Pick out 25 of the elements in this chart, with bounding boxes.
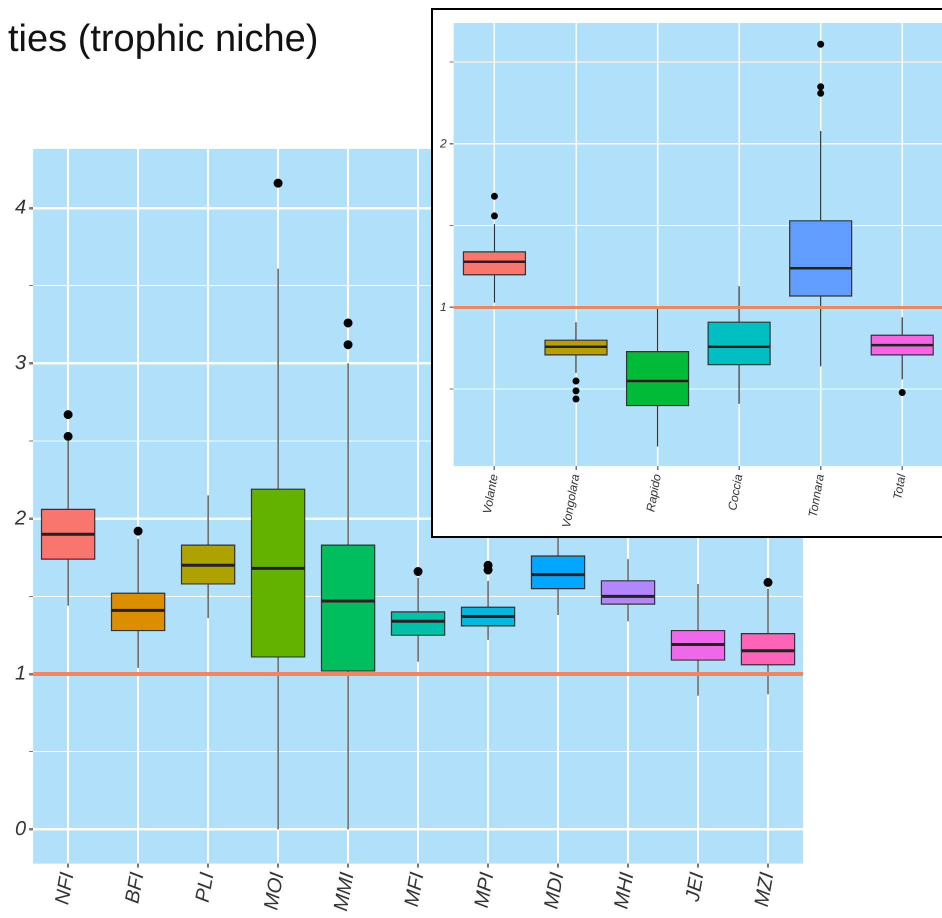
x-tick-label: MOI [260, 870, 289, 912]
x-tick-label: BFI [121, 870, 149, 906]
x-tick-label: Vongolara [559, 472, 582, 529]
x-tick-label: PLI [192, 870, 219, 904]
chart-title: ties (trophic niche) [8, 18, 318, 61]
y-tick-label: 1 [440, 300, 447, 314]
x-tick-label: MMI [330, 870, 359, 913]
x-tick-label: MHI [610, 870, 639, 911]
y-tick-label: 4 [15, 196, 26, 219]
y-tick-label: 1 [15, 662, 26, 685]
y-tick-label: 3 [15, 352, 26, 374]
y-tick-label: 0 [15, 818, 26, 840]
x-tick-label: MDI [540, 870, 569, 911]
y-tick-label: 2 [14, 507, 26, 530]
x-tick-label: JEI [682, 870, 708, 904]
y-tick-label: 2 [438, 136, 447, 150]
x-tick-label: MPI [470, 870, 499, 910]
x-tick-label: MFI [400, 870, 429, 908]
x-tick-label: Total [890, 472, 909, 501]
x-tick-label: Coccia [725, 472, 746, 512]
x-tick-label: Tonnara [806, 472, 827, 518]
x-tick-label: MZI [750, 870, 778, 908]
x-tick-label: Rapido [643, 472, 664, 513]
x-tick-label: NFI [51, 870, 79, 906]
x-tick-label: Volante [480, 472, 501, 516]
